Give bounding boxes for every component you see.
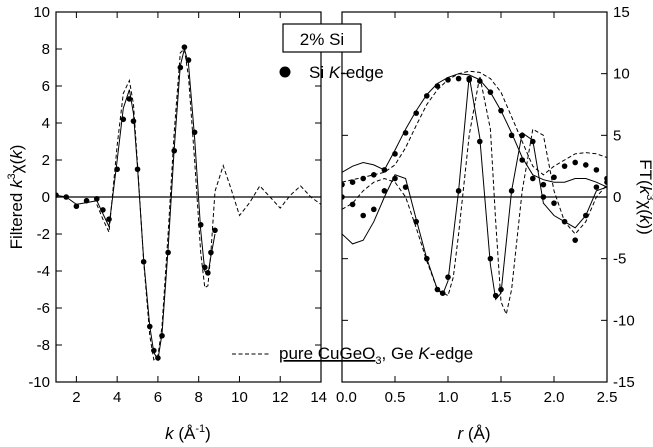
left-y-tick-label: -8	[37, 337, 50, 354]
left-y-tick-label: 2	[42, 152, 50, 169]
left-y-tick-label: 10	[33, 4, 50, 21]
sample-box	[282, 23, 362, 53]
right-series-5-line	[342, 76, 607, 316]
left-y-tick-label: 6	[42, 78, 50, 95]
right-series-1-point	[371, 206, 377, 213]
left-x-tick-label: 2	[72, 389, 80, 406]
right-y-tick-label: -15	[613, 374, 635, 391]
right-x-tick-label: 0.0	[336, 389, 357, 406]
right-y-tick-label: 0	[613, 189, 621, 206]
right-x-axis-label: r (Å)	[457, 424, 490, 443]
right-series-1-point	[593, 184, 600, 190]
left-y-tick-label: 0	[42, 189, 50, 206]
right-series-1-point	[381, 188, 388, 194]
legend-dash-label: pure CuGeO3, Ge K-edge	[279, 344, 473, 367]
right-y-tick-label: 5	[613, 127, 621, 144]
right-series-4-line	[342, 70, 607, 183]
right-series-1-point	[487, 255, 494, 262]
left-x-tick-label: 12	[272, 389, 289, 406]
left-axes: 2 4 6 8 10 12 14 -10 -8 -6 -4 -2 0 2 4 6 8 10	[28, 4, 327, 406]
right-series-0-point	[342, 181, 345, 188]
right-series-1-point	[349, 201, 356, 208]
left-series-0-point	[73, 203, 80, 210]
left-y-tick-label: -4	[37, 263, 50, 280]
right-series-0-point	[593, 167, 600, 173]
right-series-0-point	[413, 110, 420, 116]
right-series-1-point	[540, 194, 547, 200]
left-series-0-point	[212, 227, 218, 234]
right-x-tick-label: 2.0	[544, 389, 565, 406]
right-y-axis-label: FT(k3χ(k))	[636, 159, 653, 234]
right-series-0-point	[561, 163, 568, 169]
left-x-tick-label: 10	[231, 389, 248, 406]
right-series-3-line	[342, 76, 607, 301]
right-series-0-point	[519, 157, 525, 163]
right-series-0-point	[455, 75, 462, 82]
left-x-tick-label: 6	[154, 389, 162, 406]
right-series-1-point	[360, 212, 367, 219]
left-y-tick-label: 4	[42, 115, 50, 132]
left-x-axis-label: k (Å-1)	[165, 423, 211, 443]
left-y-tick-label: 8	[42, 41, 50, 58]
left-y-tick-label: -10	[28, 374, 50, 391]
right-series-0-point	[530, 175, 536, 182]
right-series-0-point	[551, 174, 557, 181]
left-series-0-point	[106, 216, 112, 222]
legend-dot-label: Si K-edge	[309, 63, 384, 82]
left-y-tick-label: -6	[37, 300, 50, 317]
left-x-tick-label: 8	[195, 389, 203, 406]
right-axes: 0.0 0.5 1.0 1.5 2.0 2.5-15 -10 -5 0 5 10 15	[336, 4, 635, 406]
right-x-tick-label: 1.5	[491, 389, 512, 406]
right-x-tick-label: 0.5	[385, 389, 406, 406]
right-y-tick-label: -10	[613, 312, 635, 329]
left-series-layer	[56, 44, 321, 362]
right-series-layer	[342, 70, 607, 316]
right-series-0-point	[349, 179, 356, 185]
right-series-0-point	[540, 181, 547, 188]
left-series-0-point	[181, 44, 188, 50]
left-x-tick-label: 4	[113, 389, 121, 406]
right-series-0-point	[572, 159, 578, 166]
right-series-2-line	[342, 73, 607, 188]
left-y-axis-label: Filtered k3χ(k)	[6, 145, 26, 250]
left-series-1-line	[56, 47, 216, 362]
right-y-tick-label: 15	[613, 4, 630, 21]
left-series-2-line	[96, 48, 321, 361]
right-series-0-point	[583, 162, 589, 168]
right-y-tick-label: 10	[613, 66, 630, 83]
right-y-tick-label: -5	[613, 251, 626, 268]
right-series-1-point	[551, 200, 557, 206]
right-x-tick-label: 1.0	[438, 389, 459, 406]
left-x-tick-label: 14	[310, 389, 327, 406]
right-series-1-point	[604, 179, 607, 185]
right-series-0-point	[360, 175, 367, 182]
sample-label: 2% Si	[300, 30, 344, 49]
legend-dot-marker	[279, 66, 291, 78]
right-x-tick-label: 2.5	[597, 389, 618, 406]
left-y-tick-label: -2	[37, 226, 50, 243]
right-series-1-point	[572, 237, 578, 243]
left-series-0-point	[93, 196, 100, 202]
